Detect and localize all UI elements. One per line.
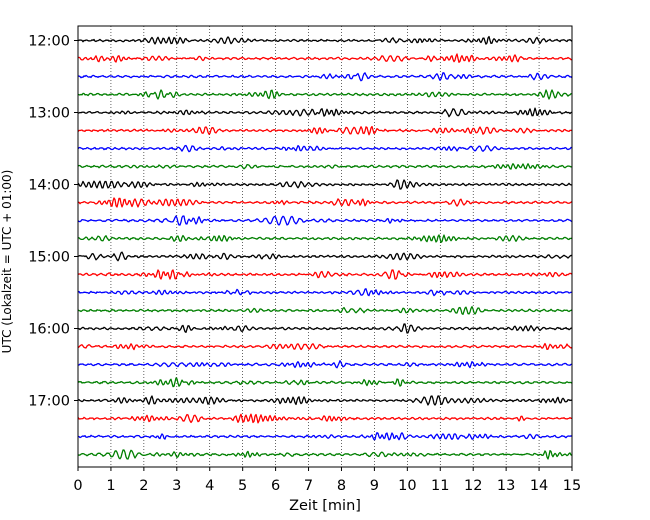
x-tick-label: 11: [431, 478, 449, 494]
x-tick-label: 3: [172, 478, 181, 494]
seismic-traces: [77, 35, 573, 460]
y-axis-ticks: 12:00 13:00 14:00 15:00 16:00 17:00: [28, 34, 78, 410]
trace-1: [77, 35, 573, 45]
trace-9: [77, 179, 573, 190]
trace-14: [77, 269, 573, 280]
trace-3: [77, 72, 573, 82]
trace-21: [77, 395, 573, 406]
trace-8: [77, 163, 573, 170]
trace-11: [77, 215, 573, 226]
y-tick-label: 12:00: [28, 34, 70, 50]
trace-22: [77, 413, 572, 424]
x-tick-label: 2: [139, 478, 148, 494]
x-tick-label: 8: [337, 478, 346, 494]
y-axis-label: UTC (Lokalzeit = UTC + 01:00): [0, 170, 14, 354]
x-tick-label: 1: [106, 478, 115, 494]
x-tick-label: 10: [398, 478, 416, 494]
trace-17: [77, 323, 573, 334]
trace-13: [77, 251, 573, 262]
trace-23: [77, 432, 573, 441]
x-tick-label: 14: [530, 478, 548, 494]
trace-15: [77, 288, 572, 297]
plot-frame: [77, 25, 573, 468]
trace-6: [77, 125, 573, 136]
trace-12: [77, 234, 573, 243]
trace-10: [77, 197, 573, 208]
x-tick-label: 6: [271, 478, 280, 494]
trace-20: [77, 377, 573, 388]
trace-7: [77, 144, 573, 153]
trace-24: [77, 449, 573, 460]
y-tick-label: 15:00: [28, 250, 70, 266]
trace-2: [77, 53, 573, 63]
y-tick-label: 17:00: [28, 394, 70, 410]
x-tick-label: 0: [73, 478, 82, 494]
x-tick-label: 13: [497, 478, 515, 494]
x-tick-label: 12: [464, 478, 482, 494]
x-tick-label: 15: [563, 478, 581, 494]
x-tick-label: 7: [304, 478, 313, 494]
trace-18: [77, 342, 573, 351]
y-tick-label: 13:00: [28, 106, 70, 122]
x-axis-ticks: 0 1 2 3 4 5 6 7 8 9 10 11 12 13 14 15: [73, 467, 581, 494]
trace-5: [77, 107, 573, 118]
trace-16: [77, 306, 573, 316]
x-axis-label: Zeit [min]: [289, 498, 361, 514]
y-tick-label: 16:00: [28, 322, 70, 338]
x-tick-label: 4: [205, 478, 214, 494]
x-tick-label: 9: [370, 478, 379, 494]
grid-lines: [110, 26, 540, 467]
x-tick-label: 5: [238, 478, 247, 494]
y-tick-label: 14:00: [28, 178, 70, 194]
trace-19: [77, 360, 573, 369]
trace-4: [77, 89, 572, 100]
